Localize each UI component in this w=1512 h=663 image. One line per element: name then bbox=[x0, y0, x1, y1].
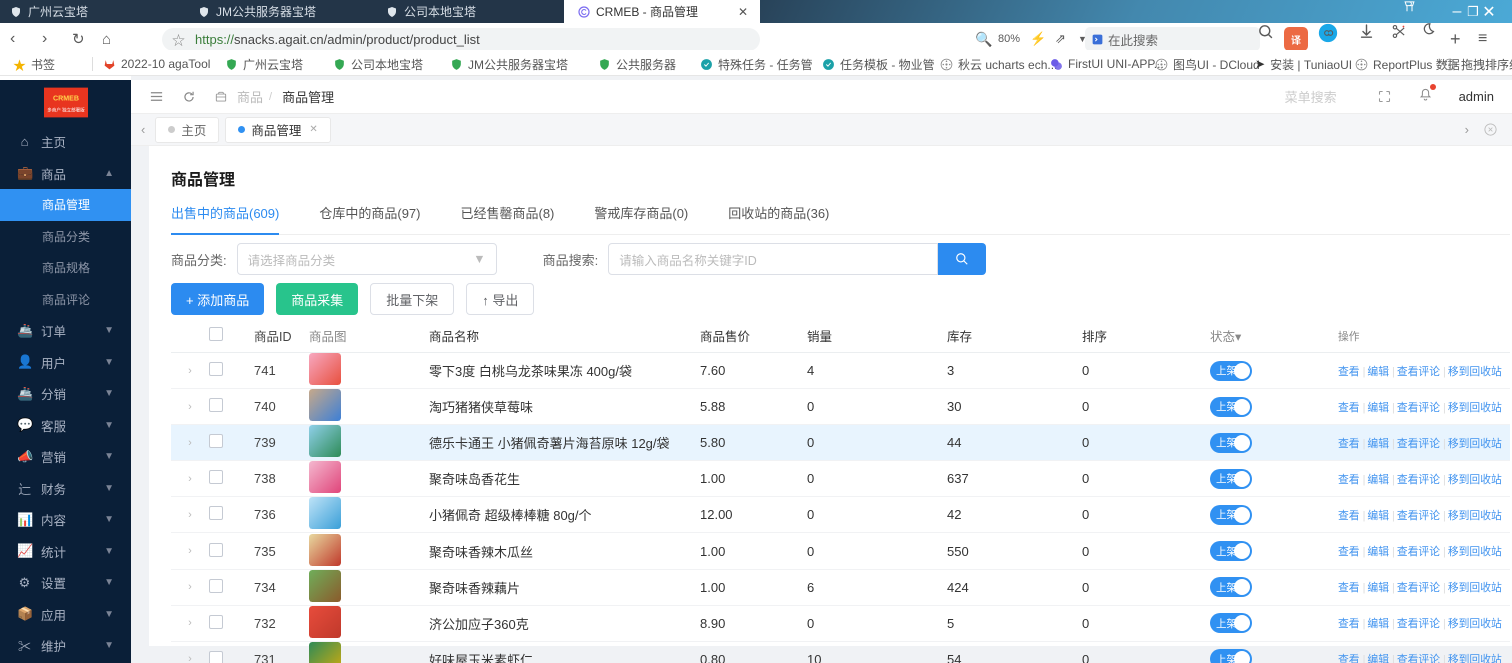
svg-text:CRMEB: CRMEB bbox=[52, 95, 78, 103]
svg-text:多商户 独立部署版: 多商户 独立部署版 bbox=[47, 107, 85, 114]
